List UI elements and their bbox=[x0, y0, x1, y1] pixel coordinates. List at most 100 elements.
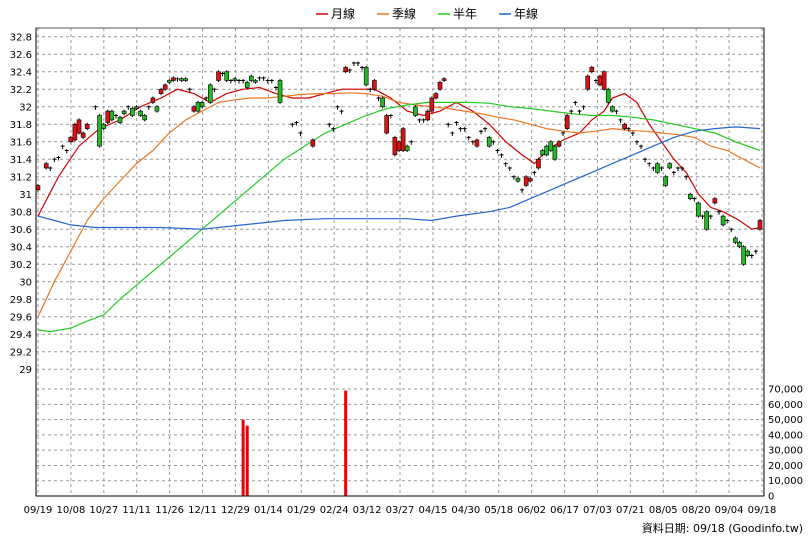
volume-bars bbox=[241, 390, 348, 496]
volume-tick-label: 40,000 bbox=[768, 430, 803, 441]
legend-label: 季線 bbox=[392, 6, 416, 21]
price-tick-label: 29 bbox=[19, 365, 32, 376]
ma-line-年線 bbox=[37, 126, 761, 230]
volume-tick-label: 30,000 bbox=[768, 446, 803, 457]
candle-body bbox=[310, 139, 316, 147]
candle-body bbox=[540, 150, 545, 156]
candle-body bbox=[363, 67, 369, 86]
candle-body bbox=[84, 123, 90, 129]
candle-body bbox=[154, 106, 160, 112]
candle-body bbox=[134, 106, 139, 109]
time-tick-label: 10/27 bbox=[89, 505, 118, 516]
candlesticks bbox=[35, 61, 763, 266]
volume-tick-label: 10,000 bbox=[768, 476, 803, 487]
ma-line-月線 bbox=[37, 86, 761, 230]
candle-body bbox=[655, 163, 660, 173]
source-label: 資料日期: 09/18 (Goodinfo.tw) bbox=[642, 521, 803, 535]
time-tick-label: 08/20 bbox=[682, 505, 711, 516]
candle-body bbox=[179, 78, 184, 81]
time-tick-label: 10/08 bbox=[56, 505, 85, 516]
candle-body bbox=[536, 158, 541, 169]
candle-body bbox=[667, 163, 673, 169]
candle-body bbox=[121, 110, 127, 115]
price-tick-label: 31.4 bbox=[10, 155, 32, 166]
candle-body bbox=[712, 198, 718, 204]
candle-body bbox=[404, 145, 410, 151]
candle-body bbox=[224, 71, 230, 81]
candle-body bbox=[720, 215, 726, 226]
ma-line-半年 bbox=[37, 101, 761, 333]
candle-body bbox=[232, 78, 238, 81]
candle-body bbox=[191, 106, 197, 112]
candle-body bbox=[76, 119, 82, 134]
candle-body bbox=[343, 67, 348, 73]
candle-body bbox=[527, 178, 533, 182]
time-tick-label: 11/26 bbox=[155, 505, 184, 516]
volume-tick-label: 20,000 bbox=[768, 461, 803, 472]
candle-body bbox=[601, 71, 607, 90]
candle-body bbox=[158, 88, 164, 94]
candle-body bbox=[109, 110, 115, 121]
time-tick-label: 01/29 bbox=[287, 505, 316, 516]
candle-body bbox=[552, 145, 558, 160]
candle-body bbox=[101, 123, 106, 129]
price-tick-label: 32.2 bbox=[10, 85, 32, 96]
price-tick-label: 30 bbox=[19, 277, 32, 288]
candle-body bbox=[150, 97, 156, 103]
plot-frame bbox=[35, 27, 765, 497]
moving-average-lines bbox=[37, 86, 761, 333]
price-tick-label: 31 bbox=[19, 190, 32, 201]
time-tick-label: 04/30 bbox=[451, 505, 480, 516]
candle-body bbox=[392, 137, 398, 156]
candle-body bbox=[441, 78, 447, 81]
candle-body bbox=[166, 80, 172, 83]
price-tick-label: 30.2 bbox=[10, 260, 32, 271]
time-tick-label: 07/21 bbox=[616, 505, 645, 516]
time-tick-label: 03/12 bbox=[353, 505, 382, 516]
candle-body bbox=[605, 88, 611, 103]
time-tick-label: 09/18 bbox=[748, 505, 777, 516]
volume-tick-label: 50,000 bbox=[768, 415, 803, 426]
time-tick-label: 03/27 bbox=[386, 505, 415, 516]
candle-body bbox=[384, 115, 389, 134]
time-tick-label: 01/14 bbox=[254, 505, 283, 516]
candle-body bbox=[589, 67, 595, 73]
price-tick-label: 29.4 bbox=[10, 330, 32, 341]
price-tick-label: 30.6 bbox=[10, 225, 32, 236]
candle-body bbox=[523, 176, 529, 186]
candle-body bbox=[610, 106, 615, 112]
volume-tick-label: 0 bbox=[768, 492, 774, 503]
candle-body bbox=[696, 202, 701, 217]
candle-body bbox=[429, 97, 435, 112]
candle-body bbox=[249, 75, 254, 81]
candle-body bbox=[142, 115, 147, 121]
candle-body bbox=[733, 237, 738, 243]
volume-bar bbox=[241, 419, 245, 496]
candle-body bbox=[564, 115, 570, 129]
volume-tick-label: 60,000 bbox=[768, 400, 803, 411]
time-tick-label: 04/15 bbox=[418, 505, 447, 516]
time-tick-label: 09/19 bbox=[24, 505, 53, 516]
candle-body bbox=[35, 185, 41, 191]
candle-body bbox=[400, 128, 406, 151]
candle-body bbox=[253, 80, 258, 83]
legend-label: 半年 bbox=[453, 7, 477, 21]
candle-body bbox=[622, 123, 627, 129]
candle-body bbox=[585, 75, 591, 90]
candle-body bbox=[68, 137, 74, 143]
time-tick-label: 12/29 bbox=[221, 505, 250, 516]
candle-body bbox=[515, 178, 521, 182]
time-tick-label: 09/04 bbox=[715, 505, 744, 516]
candle-body bbox=[97, 115, 102, 147]
candle-body bbox=[548, 141, 554, 151]
candle-body bbox=[105, 110, 111, 123]
candle-body bbox=[244, 81, 250, 88]
candle-body bbox=[195, 102, 201, 112]
candle-body bbox=[138, 110, 143, 116]
candle-body bbox=[663, 176, 668, 186]
time-tick-label: 06/02 bbox=[517, 505, 546, 516]
candle-body bbox=[544, 145, 549, 156]
candle-body bbox=[171, 77, 176, 81]
